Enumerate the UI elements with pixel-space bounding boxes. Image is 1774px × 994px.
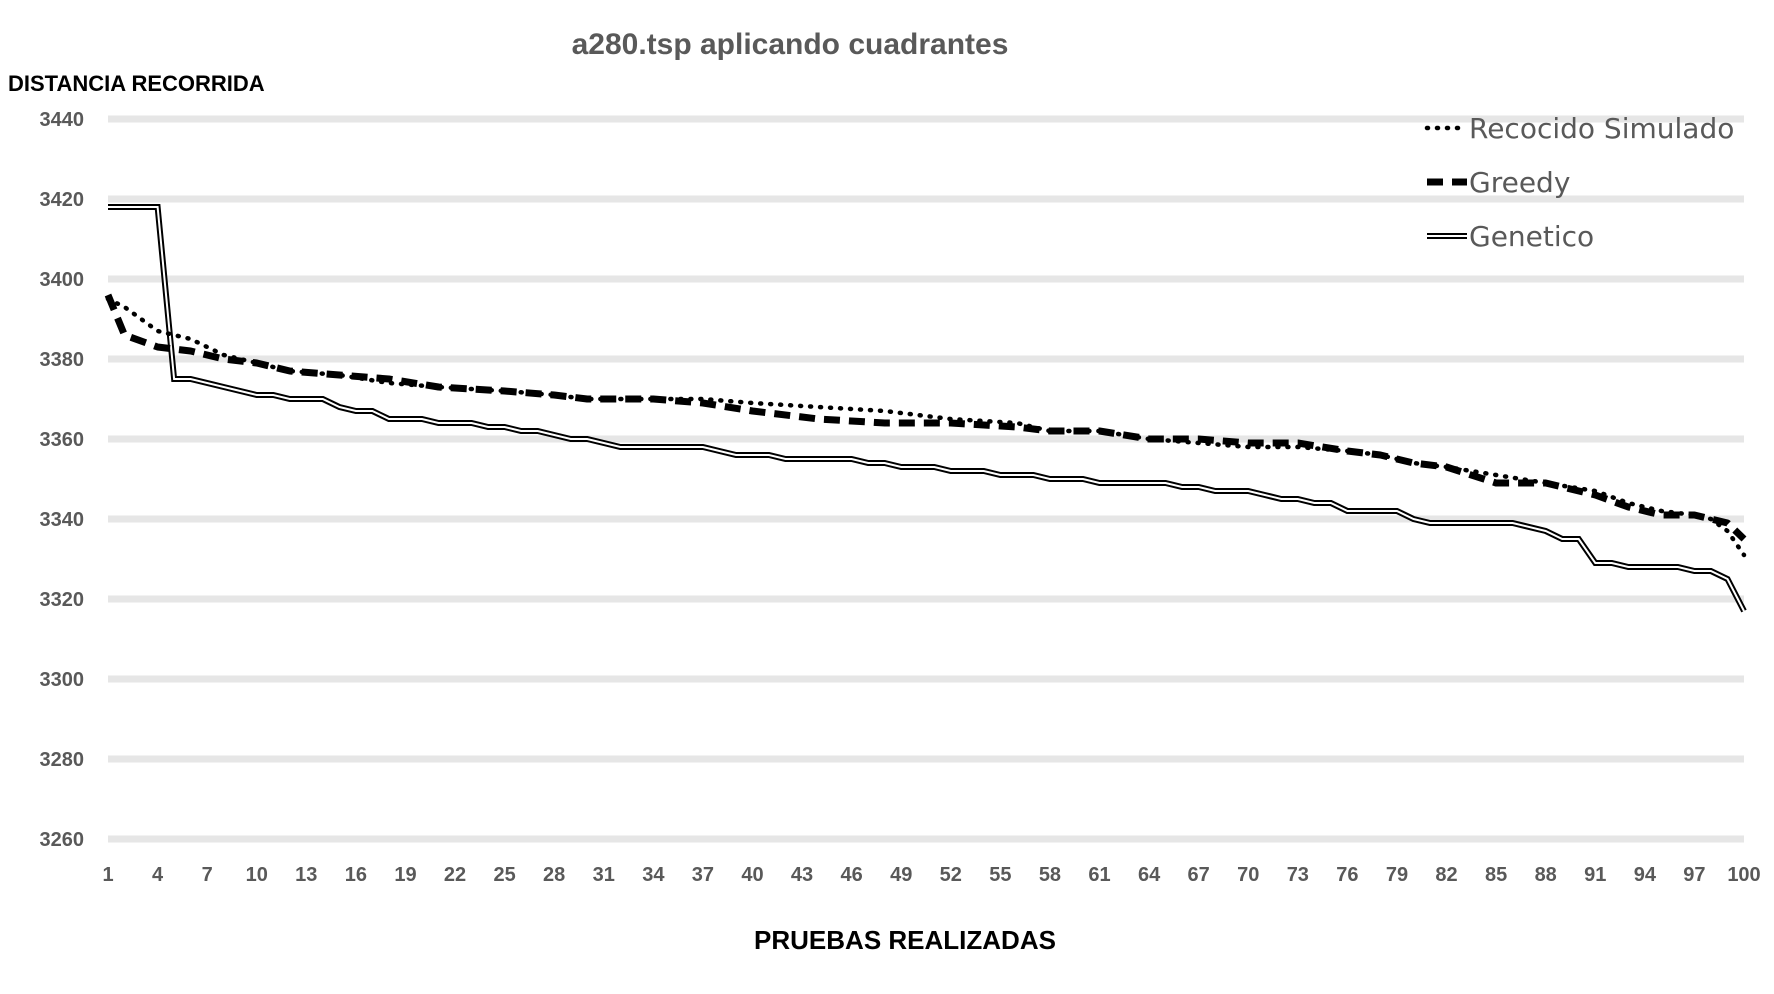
x-tick-label: 34 <box>642 864 665 886</box>
x-tick-label: 10 <box>246 864 268 886</box>
x-tick-label: 4 <box>152 864 164 886</box>
legend-label: Greedy <box>1469 166 1570 199</box>
y-tick-label: 3260 <box>40 829 85 851</box>
y-tick-label: 3440 <box>40 109 85 131</box>
x-tick-label: 88 <box>1535 864 1557 886</box>
x-axis-label: PRUEBAS REALIZADAS <box>754 925 1056 955</box>
y-tick-label: 3420 <box>40 189 85 211</box>
x-tick-label: 31 <box>593 864 615 886</box>
y-tick-label: 3380 <box>40 349 85 371</box>
legend-label: Genetico <box>1469 220 1594 253</box>
x-tick-label: 79 <box>1386 864 1408 886</box>
x-tick-label: 13 <box>295 864 317 886</box>
x-tick-label: 94 <box>1634 864 1657 886</box>
y-axis-ticks: 3260 3280 3300 3320 3340 3360 3380 3400 3420 3440 <box>40 109 85 851</box>
x-tick-label: 25 <box>493 864 515 886</box>
x-tick-label: 85 <box>1485 864 1507 886</box>
series-lines <box>104 204 1747 613</box>
x-tick-label: 19 <box>394 864 416 886</box>
series-stroke-inner <box>108 206 1745 612</box>
x-tick-label: 49 <box>890 864 912 886</box>
x-tick-label: 61 <box>1088 864 1110 886</box>
x-tick-label: 43 <box>791 864 813 886</box>
x-tick-label: 64 <box>1138 864 1161 886</box>
legend: Recocido Simulado Greedy Genetico <box>1424 112 1734 253</box>
x-tick-label: 52 <box>940 864 962 886</box>
y-tick-label: 3400 <box>40 269 85 291</box>
series-stroke <box>104 293 1747 542</box>
chart-title: a280.tsp aplicando cuadrantes <box>572 28 1009 61</box>
x-tick-label: 40 <box>741 864 763 886</box>
x-tick-label: 16 <box>345 864 367 886</box>
legend-item-greedy: Greedy <box>1427 166 1570 199</box>
gridlines <box>108 115 1744 843</box>
x-tick-label: 82 <box>1435 864 1457 886</box>
x-tick-label: 70 <box>1237 864 1259 886</box>
series-line-genetico <box>108 204 1747 613</box>
x-tick-label: 58 <box>1039 864 1061 886</box>
y-tick-label: 3300 <box>40 669 85 691</box>
y-tick-label: 3340 <box>40 509 85 531</box>
x-tick-label: 73 <box>1287 864 1309 886</box>
x-tick-label: 100 <box>1727 864 1760 886</box>
x-tick-label: 22 <box>444 864 466 886</box>
x-tick-label: 37 <box>692 864 714 886</box>
y-tick-label: 3320 <box>40 589 85 611</box>
series-stroke-outer <box>108 204 1747 613</box>
x-tick-label: 55 <box>989 864 1011 886</box>
y-tick-label: 3360 <box>40 429 85 451</box>
x-tick-label: 7 <box>202 864 213 886</box>
x-axis-ticks: 1 4 7 10 13 16 19 22 25 28 31 34 37 40 43 46 49 52 55 58 61 6… <box>102 864 1760 886</box>
x-tick-label: 97 <box>1683 864 1705 886</box>
x-tick-label: 67 <box>1188 864 1210 886</box>
x-tick-label: 1 <box>102 864 113 886</box>
legend-label: Recocido Simulado <box>1469 112 1734 145</box>
legend-item-recocido-simulado: Recocido Simulado <box>1424 112 1734 145</box>
series-line-greedy <box>104 293 1747 542</box>
legend-item-genetico: Genetico <box>1427 220 1594 253</box>
x-tick-label: 46 <box>841 864 863 886</box>
y-tick-label: 3280 <box>40 749 85 771</box>
x-tick-label: 28 <box>543 864 565 886</box>
x-tick-label: 76 <box>1336 864 1358 886</box>
y-axis-label: DISTANCIA RECORRIDA <box>8 71 265 96</box>
x-tick-label: 91 <box>1584 864 1606 886</box>
